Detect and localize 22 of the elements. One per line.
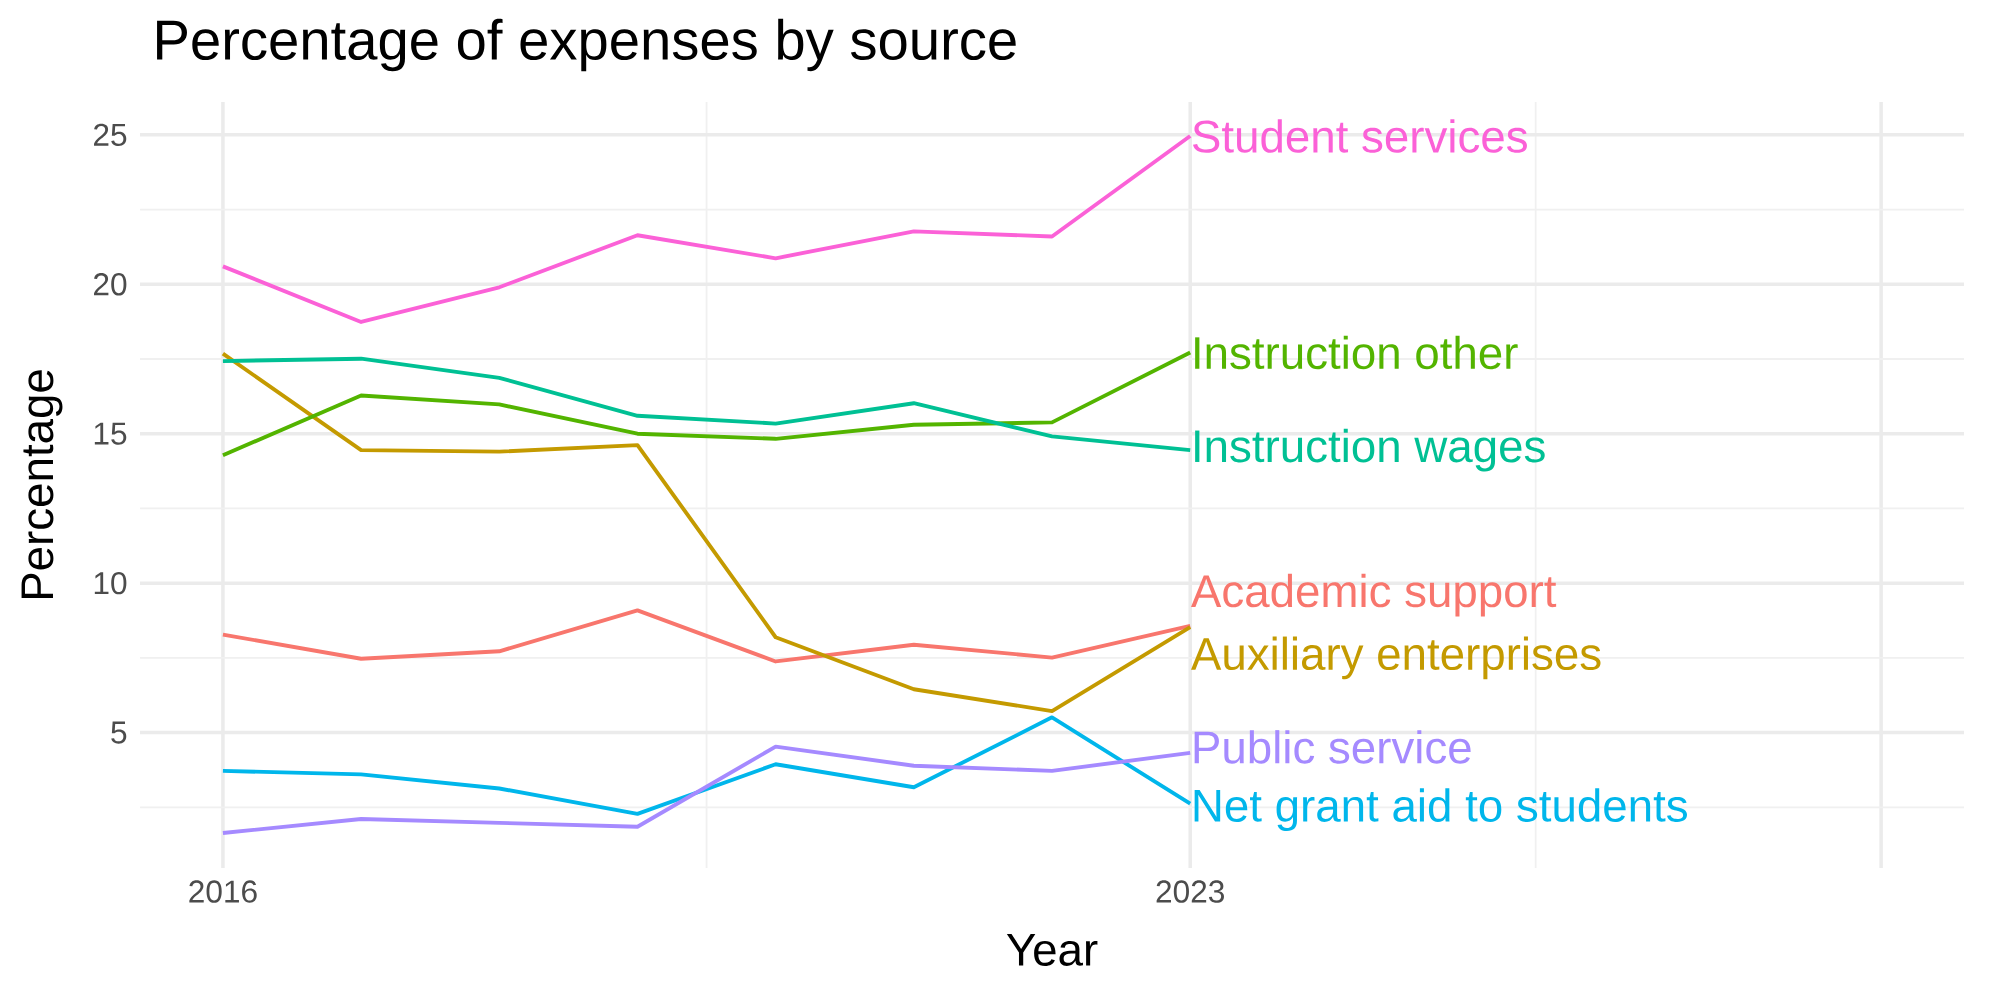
x-tick-label: 2016 [189,880,257,903]
line-series [220,715,1193,816]
line-series [220,608,1193,664]
line-series [220,351,1193,714]
series-label: Instruction wages [1195,428,1545,472]
y-tick-label: 15 [94,422,127,445]
x-axis-title: Year [1006,934,1098,966]
y-tick-label: 10 [94,571,127,595]
series-label: Net grant aid to students [1194,788,1688,831]
series-label: Instruction other [1195,335,1518,370]
y-tick-label: 20 [94,273,127,296]
chart-title: Percentage of expenses by source [157,18,1016,72]
y-tick-label: 5 [111,721,127,744]
y-tick-label: 25 [94,123,127,147]
series-label: Academic support [1191,573,1557,617]
series-label: Student services [1192,119,1527,153]
line-series [220,134,1193,324]
y-axis-title: Percentage [21,370,63,599]
line-series [220,744,1193,835]
x-tick-label: 2023 [1156,880,1224,903]
series-label: Public service [1194,730,1471,764]
series-label: Auxiliary enterprises [1191,636,1601,680]
